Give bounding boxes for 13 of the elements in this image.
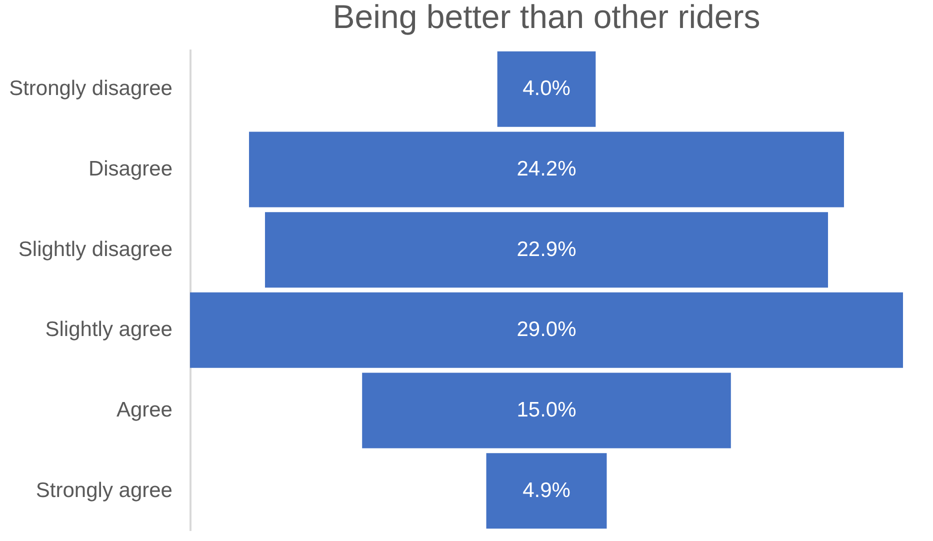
data-label: 4.0% bbox=[522, 77, 570, 100]
category-label: Strongly agree bbox=[36, 478, 172, 502]
category-label: Slightly agree bbox=[45, 318, 172, 342]
category-label: Strongly disagree bbox=[9, 77, 172, 100]
data-label: 22.9% bbox=[516, 238, 576, 261]
data-label: 15.0% bbox=[516, 398, 576, 422]
category-label: Disagree bbox=[88, 158, 172, 180]
data-label: 29.0% bbox=[516, 318, 576, 342]
data-label: 24.2% bbox=[516, 158, 576, 180]
text: Being better than other riders bbox=[332, 0, 760, 35]
data-label: 4.9% bbox=[522, 478, 570, 502]
category-label: Agree bbox=[116, 398, 172, 422]
category-label: Slightly disagree bbox=[18, 238, 172, 261]
